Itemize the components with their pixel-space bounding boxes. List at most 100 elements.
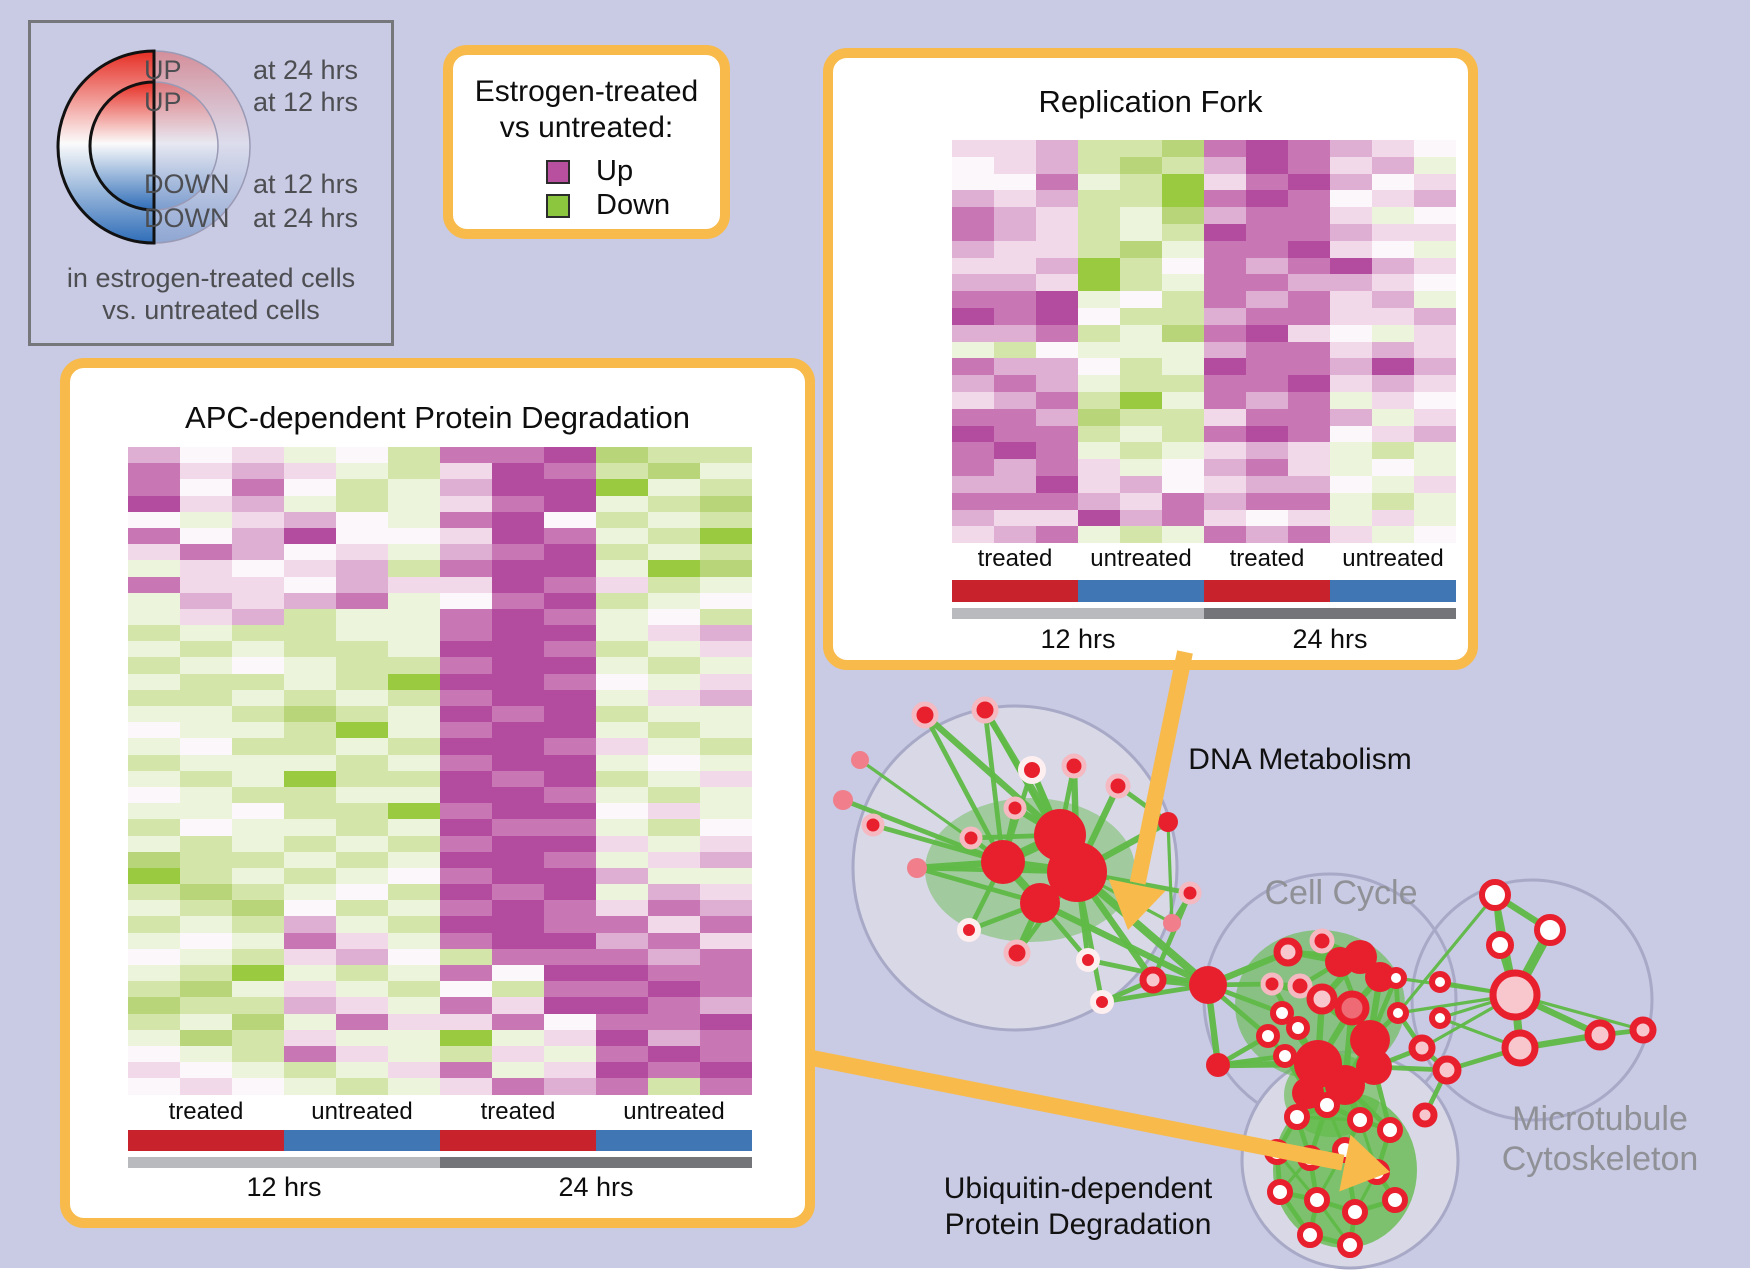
heatmap-cell — [544, 576, 596, 593]
heatmap-cell — [994, 140, 1036, 157]
time-bar — [952, 608, 1204, 619]
heatmap-cell — [1204, 274, 1246, 292]
group-color-bar — [596, 1130, 752, 1151]
heatmap-cell — [128, 495, 180, 512]
heatmap-cell — [440, 447, 492, 464]
heatmap-cell — [284, 576, 336, 593]
heatmap-cell — [544, 657, 596, 674]
heatmap-cell — [284, 608, 336, 626]
heatmap-row — [128, 706, 752, 723]
heatmap-cell — [180, 706, 232, 723]
heatmap-cell — [440, 965, 492, 982]
heatmap-cell — [1204, 408, 1246, 426]
heatmap-cell — [1036, 190, 1078, 208]
heatmap-cell — [596, 1045, 648, 1063]
heatmap-cell — [994, 223, 1036, 241]
heatmap-cell — [1162, 140, 1204, 157]
heatmap-cell — [648, 722, 700, 739]
heatmap-cell — [700, 754, 752, 771]
heatmap-cell — [1330, 425, 1372, 443]
heatmap-cell — [1246, 140, 1288, 157]
gene-node — [833, 790, 853, 810]
heatmap-row — [128, 948, 752, 965]
gene-node — [1286, 1016, 1310, 1040]
heatmap-cell — [1120, 408, 1162, 426]
heatmap-cell — [128, 1078, 180, 1095]
heatmap-cell — [1036, 223, 1078, 241]
heatmap-cell — [1414, 509, 1456, 527]
heatmap-cell — [388, 463, 440, 480]
heatmap-cell — [994, 358, 1036, 376]
network-edge — [1150, 890, 1193, 983]
heatmap-cell — [648, 657, 700, 674]
heatmap-cell — [492, 544, 544, 561]
heatmap-cell — [492, 673, 544, 690]
heatmap-cell — [284, 981, 336, 998]
heatmap-cell — [1204, 509, 1246, 527]
heatmap-cell — [952, 442, 994, 460]
heatmap-cell — [1078, 442, 1120, 460]
heatmap-cell — [648, 965, 700, 982]
heatmap-cell — [1078, 391, 1120, 409]
heatmap-cell — [648, 900, 700, 917]
heatmap-cell — [388, 1045, 440, 1063]
heatmap-cell — [1372, 190, 1414, 208]
legend-item-up: Up — [546, 155, 633, 188]
heatmap-cell — [544, 1013, 596, 1030]
heatmap-cell — [544, 867, 596, 885]
heatmap-cell — [1330, 526, 1372, 544]
heatmap-cell — [232, 1045, 284, 1063]
gene-node — [1260, 972, 1284, 996]
gene-node — [1387, 1002, 1409, 1024]
heatmap-cell — [700, 770, 752, 787]
heatmap-cell — [648, 1013, 700, 1030]
heatmap-cell — [440, 884, 492, 901]
apc-panel: APC-dependent Protein Degradation treate… — [60, 358, 815, 1228]
heatmap-cell — [544, 851, 596, 868]
heatmap-cell — [648, 738, 700, 755]
heatmap-cell — [544, 819, 596, 836]
heatmap-cell — [700, 819, 752, 836]
panel-connector-arrowhead-0 — [1108, 879, 1166, 930]
heatmap-row — [128, 997, 752, 1014]
heatmap-cell — [1414, 459, 1456, 476]
heatmap-cell — [1162, 492, 1204, 510]
heatmap-cell — [952, 291, 994, 308]
heatmap-row — [952, 492, 1456, 510]
heatmap-row — [952, 425, 1456, 443]
heatmap-cell — [232, 884, 284, 901]
heatmap-cell — [1288, 240, 1330, 258]
heatmap-cell — [336, 932, 388, 949]
gene-node — [1163, 914, 1181, 932]
heatmap-row — [952, 324, 1456, 342]
heatmap-cell — [596, 754, 648, 771]
heatmap-cell — [232, 916, 284, 933]
heatmap-row — [952, 509, 1456, 527]
network-edge — [840, 797, 1006, 865]
heatmap-cell — [232, 786, 284, 804]
heatmap-cell — [440, 544, 492, 561]
heatmap-cell — [440, 673, 492, 690]
heatmap-cell — [596, 657, 648, 674]
heatmap-cell — [440, 463, 492, 480]
heatmap-cell — [440, 527, 492, 545]
heatmap-cell — [1414, 223, 1456, 241]
heatmap-cell — [492, 527, 544, 545]
heatmap-cell — [180, 511, 232, 528]
heatmap-cell — [336, 1013, 388, 1030]
heatmap-cell — [388, 625, 440, 642]
heatmap-row — [128, 1078, 752, 1095]
heatmap-cell — [232, 900, 284, 917]
heatmap-cell — [388, 706, 440, 723]
heatmap-cell — [1078, 375, 1120, 392]
heatmap-cell — [284, 770, 336, 787]
heatmap-cell — [648, 1029, 700, 1046]
gene-node — [1534, 914, 1566, 946]
heatmap-cell — [1330, 492, 1372, 510]
heatmap-cell — [1246, 274, 1288, 292]
heatmap-cell — [180, 463, 232, 480]
heatmap-row — [952, 257, 1456, 275]
heatmap-cell — [492, 1062, 544, 1079]
heatmap-cell — [180, 722, 232, 739]
